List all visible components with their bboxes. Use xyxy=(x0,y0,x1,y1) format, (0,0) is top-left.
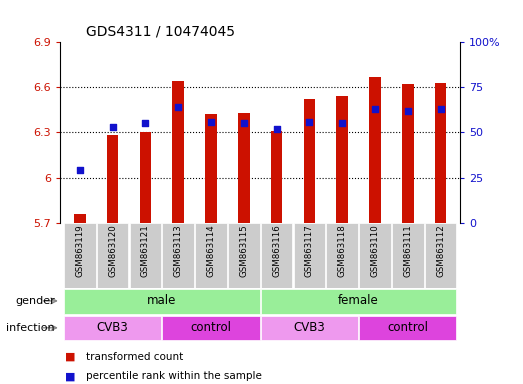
Text: GSM863118: GSM863118 xyxy=(338,225,347,277)
Text: transformed count: transformed count xyxy=(86,352,184,362)
Text: ■: ■ xyxy=(65,352,76,362)
Text: male: male xyxy=(147,295,176,308)
Point xyxy=(436,106,445,112)
Text: percentile rank within the sample: percentile rank within the sample xyxy=(86,371,262,381)
Bar xyxy=(238,113,249,223)
Text: ■: ■ xyxy=(65,371,76,381)
Bar xyxy=(228,223,259,288)
Bar xyxy=(205,114,217,223)
Bar xyxy=(402,84,414,223)
Bar xyxy=(64,290,259,313)
Bar xyxy=(130,223,161,288)
Text: control: control xyxy=(190,321,232,334)
Point xyxy=(371,106,379,112)
Bar xyxy=(435,83,446,223)
Text: CVB3: CVB3 xyxy=(293,321,325,334)
Text: female: female xyxy=(338,295,379,308)
Point xyxy=(404,108,412,114)
Point xyxy=(272,126,281,132)
Bar xyxy=(392,223,424,288)
Text: GSM863111: GSM863111 xyxy=(403,225,412,277)
Text: GSM863114: GSM863114 xyxy=(207,225,215,277)
Bar xyxy=(369,77,381,223)
Bar xyxy=(336,96,348,223)
Text: GDS4311 / 10474045: GDS4311 / 10474045 xyxy=(86,25,235,38)
Text: GSM863116: GSM863116 xyxy=(272,225,281,277)
Bar xyxy=(107,136,118,223)
Point xyxy=(141,121,150,127)
Text: infection: infection xyxy=(6,323,55,333)
Bar xyxy=(271,131,282,223)
Bar xyxy=(97,223,128,288)
Bar xyxy=(163,316,259,340)
Point xyxy=(305,119,314,125)
Bar xyxy=(163,223,194,288)
Text: GSM863115: GSM863115 xyxy=(240,225,248,277)
Text: GSM863121: GSM863121 xyxy=(141,225,150,277)
Bar xyxy=(74,214,86,223)
Bar xyxy=(261,223,292,288)
Bar xyxy=(173,81,184,223)
Bar xyxy=(195,223,227,288)
Bar xyxy=(359,316,456,340)
Bar xyxy=(64,223,96,288)
Point xyxy=(108,124,117,130)
Bar xyxy=(293,223,325,288)
Text: GSM863110: GSM863110 xyxy=(370,225,380,277)
Text: GSM863120: GSM863120 xyxy=(108,225,117,277)
Bar xyxy=(261,316,358,340)
Bar xyxy=(425,223,456,288)
Text: GSM863117: GSM863117 xyxy=(305,225,314,277)
Bar xyxy=(359,223,391,288)
Point xyxy=(207,119,215,125)
Bar xyxy=(326,223,358,288)
Text: GSM863119: GSM863119 xyxy=(75,225,84,277)
Bar xyxy=(261,290,456,313)
Point xyxy=(338,121,346,127)
Text: GSM863113: GSM863113 xyxy=(174,225,183,277)
Bar xyxy=(64,316,161,340)
Text: gender: gender xyxy=(15,296,55,306)
Point xyxy=(174,104,183,110)
Point xyxy=(240,121,248,127)
Text: control: control xyxy=(387,321,428,334)
Text: GSM863112: GSM863112 xyxy=(436,225,445,277)
Point xyxy=(76,167,84,174)
Bar xyxy=(140,132,151,223)
Text: CVB3: CVB3 xyxy=(97,321,129,334)
Bar xyxy=(304,99,315,223)
